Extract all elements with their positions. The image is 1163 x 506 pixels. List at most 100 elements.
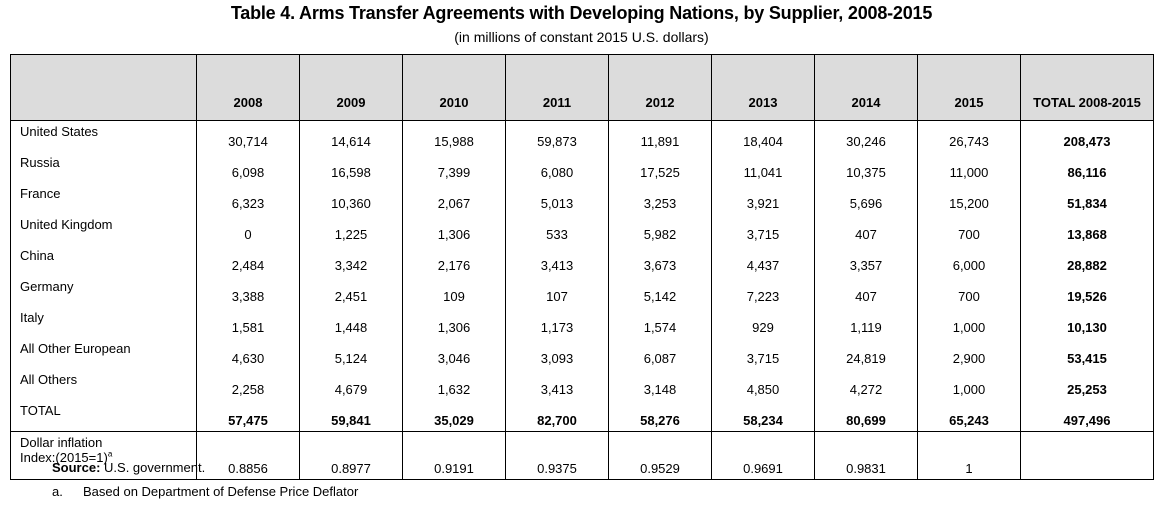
value-cell: 2,900: [917, 338, 1021, 369]
inflation-row-label: Dollar inflation Index:(2015=1)a: [10, 431, 197, 480]
table-row: United Kingdom 0 1,225 1,306 533 5,982 3,715 40…: [10, 214, 1154, 245]
inflation-total-cell: [1020, 431, 1154, 480]
value-cell: 533: [505, 214, 609, 245]
footnote-mark: a.: [52, 484, 63, 499]
column-header: 2011: [505, 54, 609, 121]
column-header: 2008: [196, 54, 300, 121]
value-cell: 2,258: [196, 369, 300, 400]
total-value-cell: 58,276: [608, 400, 712, 432]
arms-transfer-table: 2008 2009 2010 2011 2012 2013 2014 2015 …: [10, 54, 1154, 480]
row-total-cell: 13,868: [1020, 214, 1154, 245]
total-value-cell: 57,475: [196, 400, 300, 432]
inflation-value-cell: 0.9831: [814, 431, 918, 480]
row-label: All Others: [10, 369, 197, 400]
row-label: China: [10, 245, 197, 276]
value-cell: 7,399: [402, 152, 506, 183]
inflation-label-line1: Dollar inflation: [20, 435, 103, 450]
row-total-cell: 10,130: [1020, 307, 1154, 338]
row-total-cell: 208,473: [1020, 120, 1154, 152]
value-cell: 30,714: [196, 120, 300, 152]
row-label: Russia: [10, 152, 197, 183]
row-total-cell: 51,834: [1020, 183, 1154, 214]
value-cell: 6,323: [196, 183, 300, 214]
value-cell: 4,437: [711, 245, 815, 276]
inflation-value-cell: 0.9529: [608, 431, 712, 480]
footnote-text: Based on Department of Defense Price Def…: [83, 484, 359, 499]
value-cell: 3,093: [505, 338, 609, 369]
value-cell: 24,819: [814, 338, 918, 369]
value-cell: 18,404: [711, 120, 815, 152]
value-cell: 3,921: [711, 183, 815, 214]
value-cell: 1,448: [299, 307, 403, 338]
value-cell: 1,119: [814, 307, 918, 338]
inflation-value-cell: 1: [917, 431, 1021, 480]
row-label: France: [10, 183, 197, 214]
table-row: All Others 2,258 4,679 1,632 3,413 3,148 4,850…: [10, 369, 1154, 400]
row-label: Germany: [10, 276, 197, 307]
value-cell: 3,715: [711, 338, 815, 369]
source-text: U.S. government.: [104, 460, 206, 475]
column-header: 2012: [608, 54, 712, 121]
header-corner-cell: [10, 54, 197, 121]
inflation-row: Dollar inflation Index:(2015=1)a 0.8856 0.8…: [10, 431, 1154, 480]
value-cell: 6,087: [608, 338, 712, 369]
value-cell: 10,375: [814, 152, 918, 183]
value-cell: 2,176: [402, 245, 506, 276]
inflation-label-text: Index:(2015=1): [20, 450, 108, 465]
value-cell: 5,124: [299, 338, 403, 369]
value-cell: 700: [917, 214, 1021, 245]
value-cell: 10,360: [299, 183, 403, 214]
table-row: United States 30,714 14,614 15,988 59,873 11,…: [10, 120, 1154, 152]
inflation-label-line2: Index:(2015=1)a: [20, 450, 196, 465]
grand-total-cell: 497,496: [1020, 400, 1154, 432]
value-cell: 107: [505, 276, 609, 307]
value-cell: 6,080: [505, 152, 609, 183]
value-cell: 11,891: [608, 120, 712, 152]
value-cell: 1,000: [917, 307, 1021, 338]
row-label: United States: [10, 120, 197, 152]
value-cell: 3,253: [608, 183, 712, 214]
value-cell: 3,673: [608, 245, 712, 276]
column-header: 2015: [917, 54, 1021, 121]
column-header-total: TOTAL 2008-2015: [1020, 54, 1154, 121]
value-cell: 59,873: [505, 120, 609, 152]
value-cell: 1,581: [196, 307, 300, 338]
value-cell: 3,046: [402, 338, 506, 369]
value-cell: 4,850: [711, 369, 815, 400]
value-cell: 929: [711, 307, 815, 338]
column-header: 2010: [402, 54, 506, 121]
table-row: Italy 1,581 1,448 1,306 1,173 1,574 929 1,119 1,…: [10, 307, 1154, 338]
value-cell: 2,067: [402, 183, 506, 214]
value-cell: 14,614: [299, 120, 403, 152]
row-total-cell: 53,415: [1020, 338, 1154, 369]
value-cell: 109: [402, 276, 506, 307]
total-value-cell: 59,841: [299, 400, 403, 432]
value-cell: 1,306: [402, 307, 506, 338]
value-cell: 3,148: [608, 369, 712, 400]
value-cell: 2,484: [196, 245, 300, 276]
source-line: Source: U.S. government.: [52, 459, 205, 476]
value-cell: 1,632: [402, 369, 506, 400]
table-row: Russia 6,098 16,598 7,399 6,080 17,525 11,041 1…: [10, 152, 1154, 183]
value-cell: 1,574: [608, 307, 712, 338]
total-value-cell: 58,234: [711, 400, 815, 432]
value-cell: 3,388: [196, 276, 300, 307]
value-cell: 3,715: [711, 214, 815, 245]
value-cell: 15,200: [917, 183, 1021, 214]
value-cell: 6,098: [196, 152, 300, 183]
table-title: Table 4. Arms Transfer Agreements with D…: [230, 3, 933, 23]
value-cell: 3,342: [299, 245, 403, 276]
inflation-value-cell: 0.9375: [505, 431, 609, 480]
row-total-cell: 86,116: [1020, 152, 1154, 183]
value-cell: 26,743: [917, 120, 1021, 152]
column-header: 2009: [299, 54, 403, 121]
inflation-value-cell: 0.8977: [299, 431, 403, 480]
value-cell: 5,142: [608, 276, 712, 307]
value-cell: 5,696: [814, 183, 918, 214]
value-cell: 1,173: [505, 307, 609, 338]
table-subtitle: (in millions of constant 2015 U.S. dolla…: [454, 29, 709, 45]
value-cell: 1,000: [917, 369, 1021, 400]
total-value-cell: 80,699: [814, 400, 918, 432]
value-cell: 407: [814, 276, 918, 307]
row-total-cell: 25,253: [1020, 369, 1154, 400]
